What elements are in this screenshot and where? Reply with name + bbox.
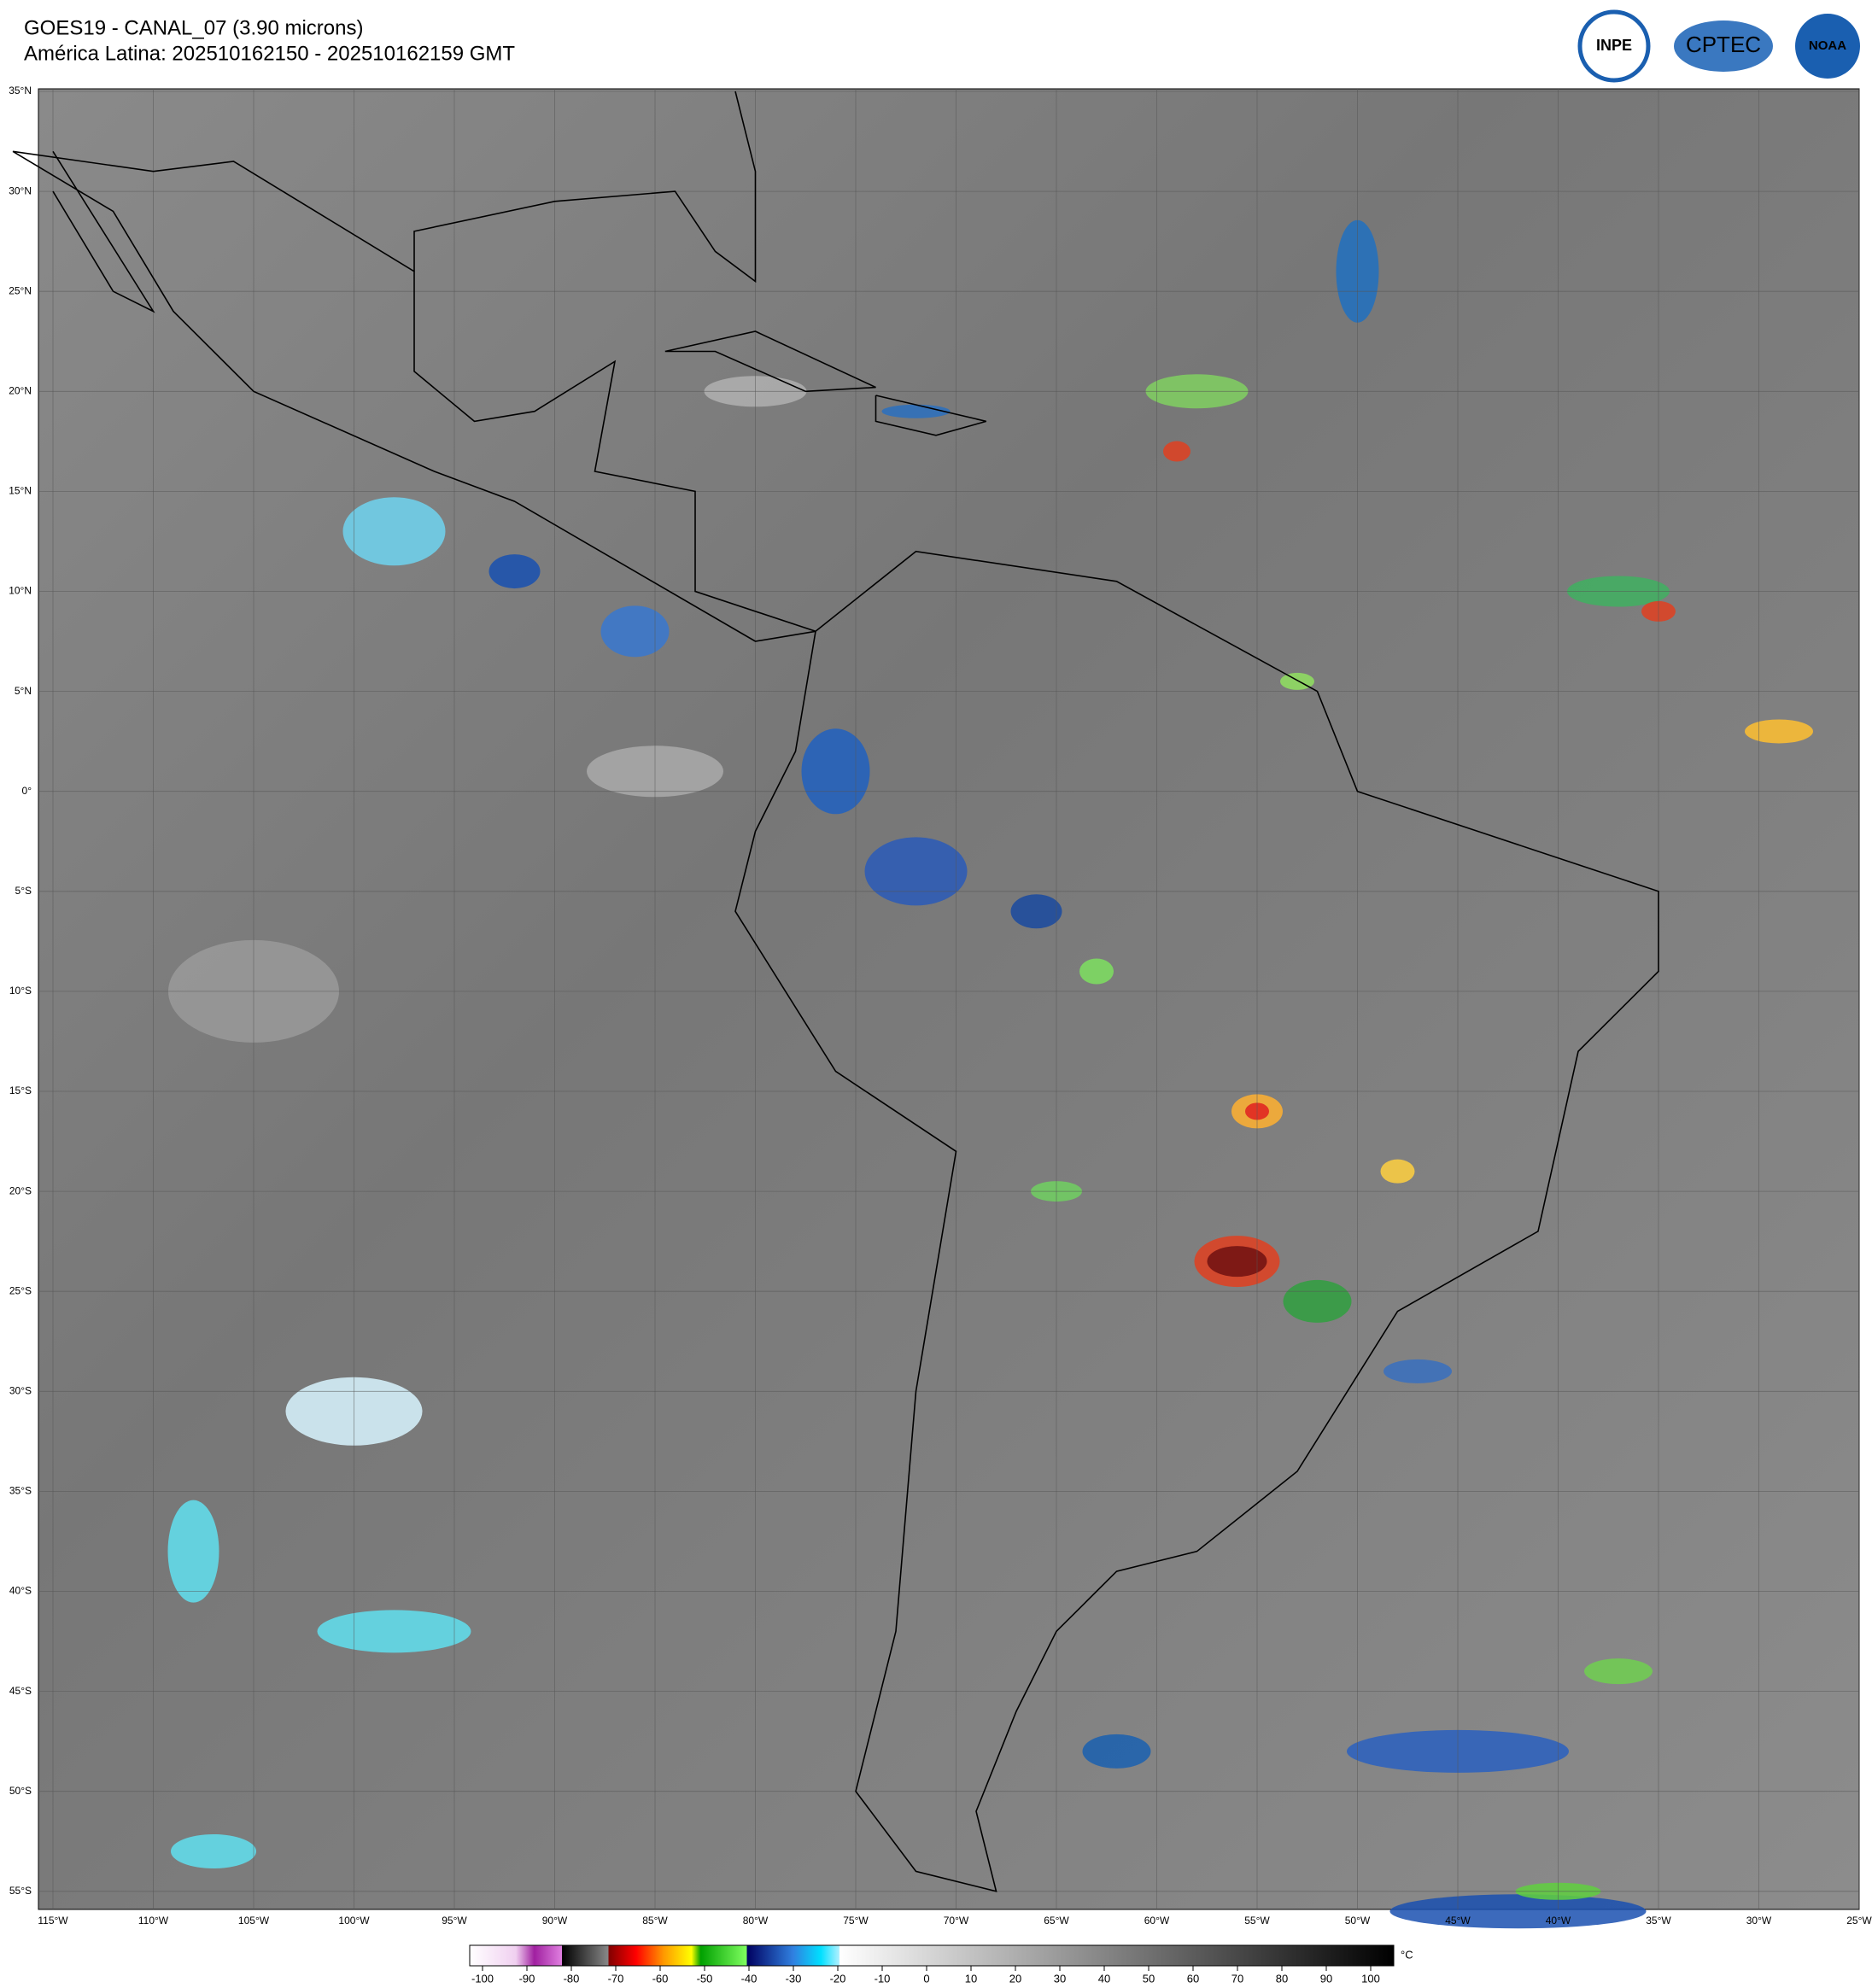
lat-label: 50°S <box>9 1785 32 1797</box>
lon-label: 85°W <box>642 1915 668 1927</box>
logo-text: CPTEC <box>1686 32 1761 57</box>
lon-label: 35°W <box>1646 1915 1671 1927</box>
cloud <box>1745 719 1813 744</box>
coastline <box>413 91 757 284</box>
logo-text: INPE <box>1596 37 1632 54</box>
lon-label: 55°W <box>1244 1915 1270 1927</box>
lat-label: 45°S <box>9 1685 32 1697</box>
coastline <box>875 395 987 436</box>
cptec-logo <box>1674 20 1773 72</box>
cloud <box>488 554 541 589</box>
lat-label: 35°N <box>9 85 32 96</box>
lat-label: 25°N <box>9 284 32 296</box>
cloud <box>801 728 870 815</box>
lat-label: 10°N <box>9 585 32 597</box>
colorbar-label: -10 <box>875 1972 891 1985</box>
coastline <box>664 330 876 393</box>
colorbar-label: -70 <box>608 1972 624 1985</box>
subtitle: América Latina: 202510162150 - 202510162… <box>24 42 515 65</box>
lon-label: 60°W <box>1144 1915 1170 1927</box>
cloud <box>1384 1359 1452 1383</box>
colorbar-label: 0 <box>923 1972 929 1985</box>
noaa-logo <box>1795 14 1860 79</box>
cloud <box>864 837 968 906</box>
colorbar <box>469 1944 1395 1967</box>
lat-label: 55°S <box>9 1885 32 1897</box>
lon-label: 45°W <box>1445 1915 1471 1927</box>
cloud <box>1207 1246 1267 1278</box>
colorbar-label: -80 <box>564 1972 580 1985</box>
lon-label: 95°W <box>442 1915 467 1927</box>
cloud <box>167 1500 219 1603</box>
lat-label: 5°N <box>15 685 32 697</box>
cloud <box>1584 1658 1653 1685</box>
colorbar-label: 70 <box>1231 1972 1243 1985</box>
colorbar-label: 10 <box>965 1972 977 1985</box>
lat-label: 25°S <box>9 1284 32 1296</box>
lon-label: 50°W <box>1345 1915 1371 1927</box>
lon-label: 100°W <box>338 1915 370 1927</box>
lon-label: 65°W <box>1044 1915 1069 1927</box>
colorbar-label: -90 <box>519 1972 535 1985</box>
lat-label: 5°S <box>15 885 32 897</box>
cloud <box>317 1610 471 1653</box>
coastline <box>734 550 1659 1892</box>
lat-label: 0° <box>22 785 32 797</box>
cloud <box>1380 1159 1415 1184</box>
colorbar-label: 30 <box>1054 1972 1066 1985</box>
lat-label: 15°N <box>9 485 32 497</box>
lon-label: 25°W <box>1846 1915 1872 1927</box>
cloud <box>1010 894 1062 929</box>
lon-label: 90°W <box>542 1915 568 1927</box>
coastline <box>12 150 816 642</box>
colorbar-label: -20 <box>830 1972 846 1985</box>
cloud <box>600 605 670 658</box>
cloud <box>881 404 951 418</box>
colorbar-label: 20 <box>1009 1972 1021 1985</box>
lon-label: 40°W <box>1546 1915 1571 1927</box>
cloud <box>1082 1734 1151 1769</box>
cloud <box>1163 441 1190 462</box>
colorbar-label: 40 <box>1098 1972 1110 1985</box>
lon-label: 105°W <box>238 1915 270 1927</box>
colorbar-unit: °C <box>1401 1948 1413 1961</box>
lat-label: 30°N <box>9 184 32 196</box>
colorbar-label: 60 <box>1187 1972 1199 1985</box>
lat-label: 20°N <box>9 384 32 396</box>
inpe-logo <box>1577 9 1651 83</box>
colorbar-label: -60 <box>652 1972 669 1985</box>
lat-label: 35°S <box>9 1485 32 1497</box>
cloud <box>1283 1279 1352 1323</box>
colorbar-label: 90 <box>1320 1972 1332 1985</box>
colorbar-label: -100 <box>471 1972 494 1985</box>
lon-label: 75°W <box>843 1915 869 1927</box>
lon-label: 115°W <box>38 1915 68 1927</box>
colorbar-label: 80 <box>1276 1972 1288 1985</box>
lon-label: 30°W <box>1746 1915 1772 1927</box>
colorbar-label: 100 <box>1361 1972 1380 1985</box>
cloud <box>342 497 446 566</box>
lon-label: 80°W <box>743 1915 769 1927</box>
map <box>12 89 1860 1929</box>
coastline <box>52 150 155 313</box>
colorbar-label: 50 <box>1143 1972 1155 1985</box>
lat-label: 30°S <box>9 1384 32 1396</box>
logo-text: NOAA <box>1809 38 1846 53</box>
map-frame <box>38 88 1860 1910</box>
cloud <box>1079 958 1114 985</box>
colorbar-label: -40 <box>741 1972 758 1985</box>
lat-label: 40°S <box>9 1585 32 1597</box>
lat-label: 10°S <box>9 985 32 997</box>
cloud <box>171 1833 256 1868</box>
lat-label: 15°S <box>9 1085 32 1096</box>
colorbar-label: -50 <box>697 1972 713 1985</box>
lon-label: 110°W <box>138 1915 169 1927</box>
title: GOES19 - CANAL_07 (3.90 microns) <box>24 16 364 39</box>
lon-label: 70°W <box>944 1915 969 1927</box>
lat-label: 20°S <box>9 1184 32 1196</box>
logos: INPE CPTEC NOAA <box>1577 9 1860 83</box>
cloud <box>1389 1894 1647 1929</box>
colorbar-label: -30 <box>786 1972 802 1985</box>
